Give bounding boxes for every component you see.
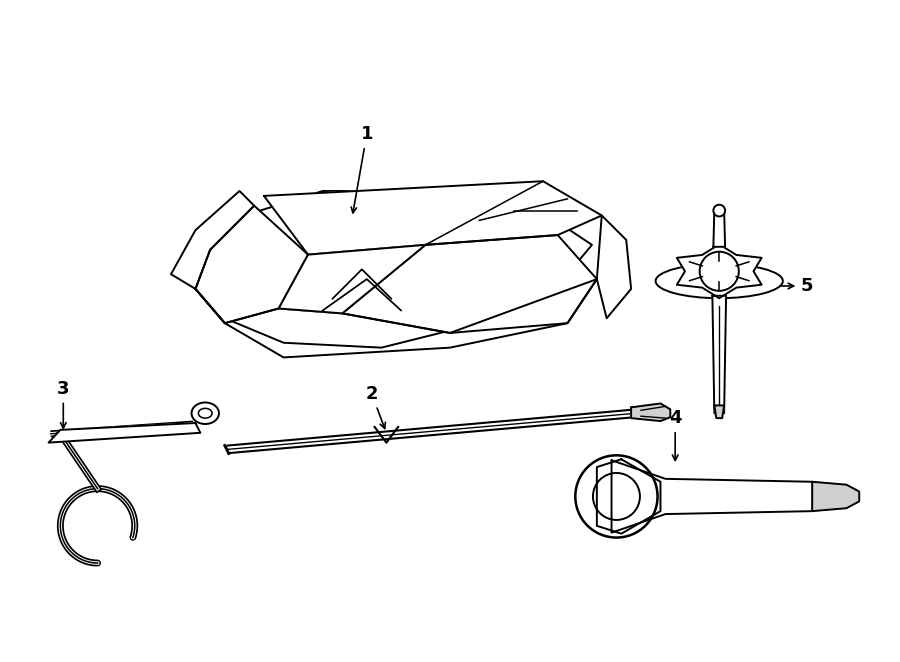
Polygon shape xyxy=(49,423,201,443)
Polygon shape xyxy=(264,181,602,255)
Polygon shape xyxy=(714,211,725,247)
Polygon shape xyxy=(279,245,426,313)
Polygon shape xyxy=(713,296,726,413)
Polygon shape xyxy=(597,459,661,534)
Polygon shape xyxy=(812,482,860,511)
Polygon shape xyxy=(195,206,308,323)
Text: 2: 2 xyxy=(365,385,385,428)
Text: 1: 1 xyxy=(351,125,373,213)
Polygon shape xyxy=(225,245,508,348)
Polygon shape xyxy=(171,191,254,289)
Polygon shape xyxy=(342,235,597,333)
Text: 5: 5 xyxy=(756,277,814,295)
Text: 3: 3 xyxy=(57,380,69,428)
Ellipse shape xyxy=(655,264,783,298)
Polygon shape xyxy=(225,191,592,289)
Polygon shape xyxy=(677,244,761,298)
Polygon shape xyxy=(597,215,631,318)
Text: 4: 4 xyxy=(669,409,681,461)
Ellipse shape xyxy=(714,205,725,216)
Polygon shape xyxy=(611,460,812,533)
Polygon shape xyxy=(195,279,597,357)
Polygon shape xyxy=(715,405,724,418)
Circle shape xyxy=(699,252,739,291)
Polygon shape xyxy=(631,403,670,421)
